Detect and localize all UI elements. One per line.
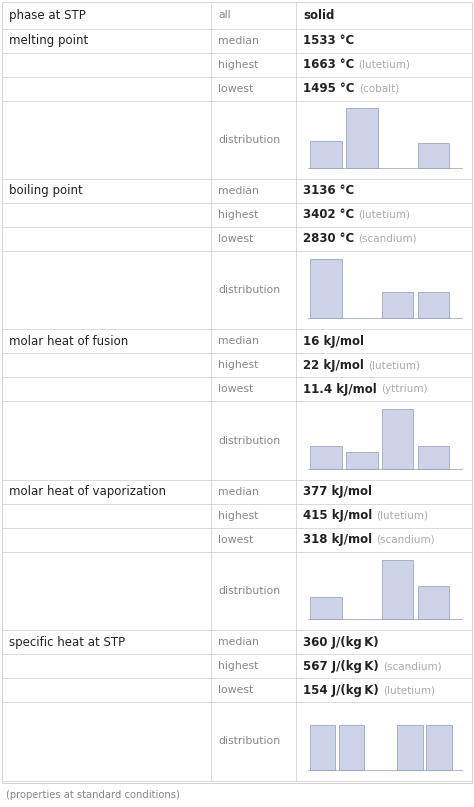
Text: median: median	[218, 337, 259, 346]
Bar	[346, 452, 378, 469]
Text: median: median	[218, 36, 259, 45]
Text: (properties at standard conditions): (properties at standard conditions)	[6, 790, 180, 800]
Text: boiling point: boiling point	[9, 185, 83, 198]
Text: 22 kJ/mol: 22 kJ/mol	[303, 359, 364, 372]
Bar	[382, 559, 413, 619]
Bar	[310, 141, 342, 168]
Text: 377 kJ/mol: 377 kJ/mol	[303, 485, 373, 498]
Bar	[310, 259, 342, 319]
Bar	[310, 725, 336, 770]
Text: distribution: distribution	[218, 736, 280, 746]
Text: 1533 °C: 1533 °C	[303, 34, 355, 47]
Text: highest: highest	[218, 60, 258, 69]
Text: highest: highest	[218, 661, 258, 671]
Bar	[310, 446, 342, 469]
Text: (scandium): (scandium)	[358, 234, 417, 244]
Text: (lutetium): (lutetium)	[368, 361, 420, 370]
Text: 360 J/(kg K): 360 J/(kg K)	[303, 636, 379, 649]
Text: 318 kJ/mol: 318 kJ/mol	[303, 533, 373, 546]
Text: 2830 °C: 2830 °C	[303, 232, 355, 245]
Text: distribution: distribution	[218, 436, 280, 445]
Text: 16 kJ/mol: 16 kJ/mol	[303, 335, 365, 348]
Text: 415 kJ/mol: 415 kJ/mol	[303, 509, 373, 522]
Text: specific heat at STP: specific heat at STP	[9, 636, 126, 649]
Text: median: median	[218, 638, 259, 647]
Bar	[418, 291, 449, 319]
Text: (lutetium): (lutetium)	[358, 210, 410, 220]
Text: melting point: melting point	[9, 34, 89, 47]
Text: 1663 °C: 1663 °C	[303, 58, 355, 71]
Text: highest: highest	[218, 210, 258, 220]
Text: median: median	[218, 186, 259, 196]
Text: molar heat of fusion: molar heat of fusion	[9, 335, 129, 348]
Text: distribution: distribution	[218, 586, 280, 596]
Text: (scandium): (scandium)	[376, 535, 435, 545]
Bar	[346, 108, 378, 168]
Text: 154 J/(kg K): 154 J/(kg K)	[303, 684, 379, 696]
Bar	[418, 446, 449, 469]
Text: highest: highest	[218, 511, 258, 521]
Text: lowest: lowest	[218, 685, 253, 695]
Text: highest: highest	[218, 361, 258, 370]
Text: (lutetium): (lutetium)	[376, 511, 428, 521]
Text: (yttrium): (yttrium)	[381, 384, 428, 395]
Text: lowest: lowest	[218, 384, 253, 395]
Text: distribution: distribution	[218, 285, 280, 295]
Text: (cobalt): (cobalt)	[359, 83, 399, 94]
Text: lowest: lowest	[218, 234, 253, 244]
Text: 11.4 kJ/mol: 11.4 kJ/mol	[303, 383, 377, 395]
Text: (scandium): (scandium)	[383, 661, 441, 671]
Bar	[397, 725, 423, 770]
Text: solid: solid	[303, 9, 335, 22]
Bar	[339, 725, 365, 770]
Bar	[382, 291, 413, 319]
Bar	[418, 143, 449, 168]
Text: (lutetium): (lutetium)	[358, 60, 410, 69]
Text: median: median	[218, 487, 259, 497]
Bar	[426, 725, 452, 770]
Text: (lutetium): (lutetium)	[383, 685, 435, 695]
Text: distribution: distribution	[218, 135, 280, 144]
Text: 567 J/(kg K): 567 J/(kg K)	[303, 659, 379, 673]
Text: lowest: lowest	[218, 83, 253, 94]
Text: all: all	[218, 10, 231, 20]
Text: phase at STP: phase at STP	[9, 9, 86, 22]
Bar	[418, 587, 449, 619]
Text: 3136 °C: 3136 °C	[303, 185, 355, 198]
Text: 1495 °C: 1495 °C	[303, 82, 355, 95]
Bar	[310, 596, 342, 619]
Text: 3402 °C: 3402 °C	[303, 208, 355, 221]
Bar	[382, 409, 413, 469]
Text: lowest: lowest	[218, 535, 253, 545]
Text: molar heat of vaporization: molar heat of vaporization	[9, 485, 166, 498]
